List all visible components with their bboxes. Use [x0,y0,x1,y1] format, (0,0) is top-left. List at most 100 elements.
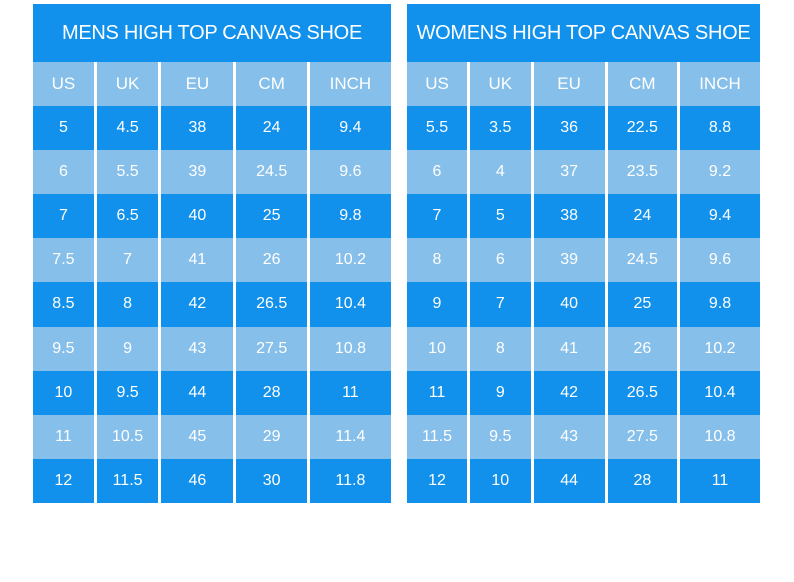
table-cell: 36 [530,106,605,151]
table-cell: 25 [233,194,306,239]
table-cell: 41 [530,326,605,371]
table-cell: 39 [530,238,605,283]
table-cell: 10.4 [306,282,391,327]
table-cell: 11.5 [93,458,158,503]
table-cell: 4 [467,150,531,195]
table-row: 5 4.5 38 24 9.4 [33,106,391,151]
table-cell: 8 [467,326,531,371]
column-header-cm: CM [233,62,306,106]
womens-header-row: US UK EU CM INCH [407,62,760,106]
table-cell: 46 [158,458,233,503]
table-cell: 3.5 [467,106,531,151]
table-cell: 12 [54,471,73,489]
table-cell: 23.5 [604,150,677,195]
table-cell: 9.2 [677,150,760,195]
table-cell: 4.5 [93,106,158,151]
mens-header-row: US UK EU CM INCH [33,62,391,106]
table-cell: 8 [93,282,158,327]
table-row: 10 9.5 44 28 11 [33,370,391,415]
table-row: 11.5 9.5 43 27.5 10.8 [407,414,760,459]
table-cell: 9.5 [52,339,75,357]
table-cell: 38 [158,106,233,151]
table-cell: 7 [467,282,531,327]
table-cell: 24 [604,194,677,239]
table-cell: 29 [233,414,306,459]
table-row: 5.5 3.5 36 22.5 8.8 [407,106,760,151]
table-cell: 26.5 [604,370,677,415]
table-cell: 9.6 [306,150,391,195]
table-cell: 10 [428,339,446,357]
table-cell: 43 [530,414,605,459]
table-cell: 11.4 [306,414,391,459]
table-cell: 12 [428,471,446,489]
table-row: 7.5 7 41 26 10.2 [33,238,391,283]
column-header-eu: EU [158,62,233,106]
mens-table-title-text: MENS HIGH TOP CANVAS SHOE [62,21,362,44]
table-cell: 24.5 [233,150,306,195]
table-cell: 9.5 [93,370,158,415]
mens-size-table: MENS HIGH TOP CANVAS SHOE US UK EU CM INCH 5… [33,4,391,503]
table-cell: 25 [604,282,677,327]
table-cell: 22.5 [604,106,677,151]
table-cell: 37 [530,150,605,195]
table-cell: 10.2 [306,238,391,283]
table-cell: 9.8 [677,282,760,327]
table-cell: 24 [233,106,306,151]
table-row: 11 9 42 26.5 10.4 [407,370,760,415]
table-cell: 7 [58,207,68,225]
table-cell: 9 [467,370,531,415]
table-cell: 9.6 [677,238,760,283]
table-row: 11 10.5 45 29 11.4 [33,414,391,459]
table-cell: 24.5 [604,238,677,283]
column-header-inch: INCH [677,62,760,106]
table-cell: 11.8 [306,458,391,503]
table-cell: 27.5 [233,326,306,371]
table-cell: 11 [55,427,72,445]
table-cell: 28 [604,458,677,503]
womens-table-rows: 5.5 3.5 36 22.5 8.8 6 4 37 23.5 9.2 7 5 38 24 9.4 8 6 39 2… [407,106,760,503]
mens-table-rows: 5 4.5 38 24 9.4 6 5.5 39 24.5 9.6 7 6.5 40 25 9.8 7.5 7 4… [33,106,391,503]
table-row: 7 5 38 24 9.4 [407,194,760,239]
table-cell: 5.5 [93,150,158,195]
column-header-eu: EU [530,62,605,106]
table-cell: 11 [306,370,391,415]
table-cell: 44 [530,458,605,503]
table-row: 9.5 9 43 27.5 10.8 [33,326,391,371]
table-cell: 10.2 [677,326,760,371]
table-cell: 7 [432,207,442,225]
mens-table-title: MENS HIGH TOP CANVAS SHOE [33,4,391,62]
table-cell: 10 [54,383,73,401]
table-cell: 9 [432,295,442,313]
table-row: 8 6 39 24.5 9.6 [407,238,760,283]
table-cell: 6 [58,163,68,181]
womens-table-title-text: WOMENS HIGH TOP CANVAS SHOE [416,21,751,44]
table-cell: 44 [158,370,233,415]
table-cell: 6 [467,238,531,283]
table-cell: 7.5 [52,251,75,269]
table-row: 9 7 40 25 9.8 [407,282,760,327]
column-header-uk: UK [467,62,531,106]
table-cell: 9.4 [306,106,391,151]
table-cell: 9.4 [677,194,760,239]
column-header-cm: CM [604,62,677,106]
table-cell: 8.8 [677,106,760,151]
table-cell: 39 [158,150,233,195]
table-row: 8.5 8 42 26.5 10.4 [33,282,391,327]
column-header-inch: INCH [306,62,391,106]
table-cell: 42 [158,282,233,327]
table-cell: 11 [428,383,446,401]
table-cell: 8 [432,251,442,269]
table-cell: 6 [432,163,442,181]
table-cell: 27.5 [604,414,677,459]
table-cell: 30 [233,458,306,503]
table-cell: 45 [158,414,233,459]
table-cell: 10.8 [677,414,760,459]
womens-table-title: WOMENS HIGH TOP CANVAS SHOE [407,4,760,62]
table-cell: 42 [530,370,605,415]
column-header-us: US [425,74,449,93]
table-cell: 26 [604,326,677,371]
table-cell: 9.5 [467,414,531,459]
table-cell: 10.5 [93,414,158,459]
table-row: 12 11.5 46 30 11.8 [33,458,391,503]
